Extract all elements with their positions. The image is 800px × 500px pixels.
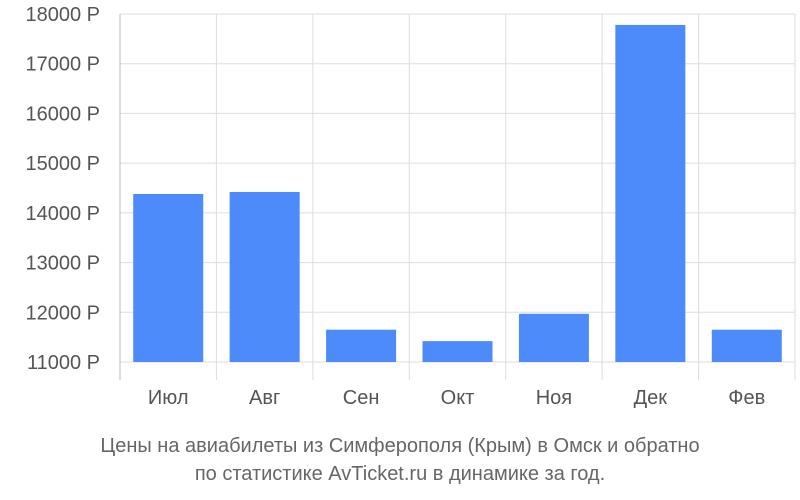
y-tick-label: 11000 Р <box>27 352 100 374</box>
tick-labels: 11000 Р 12000 Р 13000 Р 14000 Р 15000 Р 16000… <box>25 4 765 409</box>
x-tick-label: Июл <box>148 387 189 409</box>
chart-caption-line-1: Цены на авиабилеты из Симферополя (Крым)… <box>100 435 700 457</box>
grid-lines <box>120 13 796 380</box>
y-tick-label: 13000 Р <box>25 253 100 275</box>
y-tick-label: 15000 Р <box>25 153 100 175</box>
bar-4 <box>422 341 493 362</box>
bar-6 <box>615 24 686 363</box>
bar-2 <box>229 191 300 362</box>
y-tick-label: 14000 Р <box>25 203 100 225</box>
bar-3 <box>326 329 397 362</box>
bar-7 <box>711 329 782 362</box>
bar-chart: 11000 Р 12000 Р 13000 Р 14000 Р 15000 Р 16000… <box>25 4 796 409</box>
y-tick-label: 16000 Р <box>25 103 100 125</box>
x-tick-label: Фев <box>728 387 765 409</box>
x-tick-label: Дек <box>634 387 668 409</box>
bar-5 <box>518 313 589 362</box>
y-tick-label: 12000 Р <box>25 302 100 324</box>
bars <box>133 24 782 363</box>
x-tick-label: Сен <box>343 387 380 409</box>
x-tick-label: Авг <box>249 387 280 409</box>
x-tick-label: Окт <box>441 387 475 409</box>
bar-1 <box>133 193 204 362</box>
y-tick-label: 18000 Р <box>25 4 100 26</box>
chart-caption-line-2: по статистике AvTicket.ru в динамике за … <box>194 463 606 485</box>
y-tick-label: 17000 Р <box>25 54 100 76</box>
x-tick-label: Ноя <box>536 387 572 409</box>
